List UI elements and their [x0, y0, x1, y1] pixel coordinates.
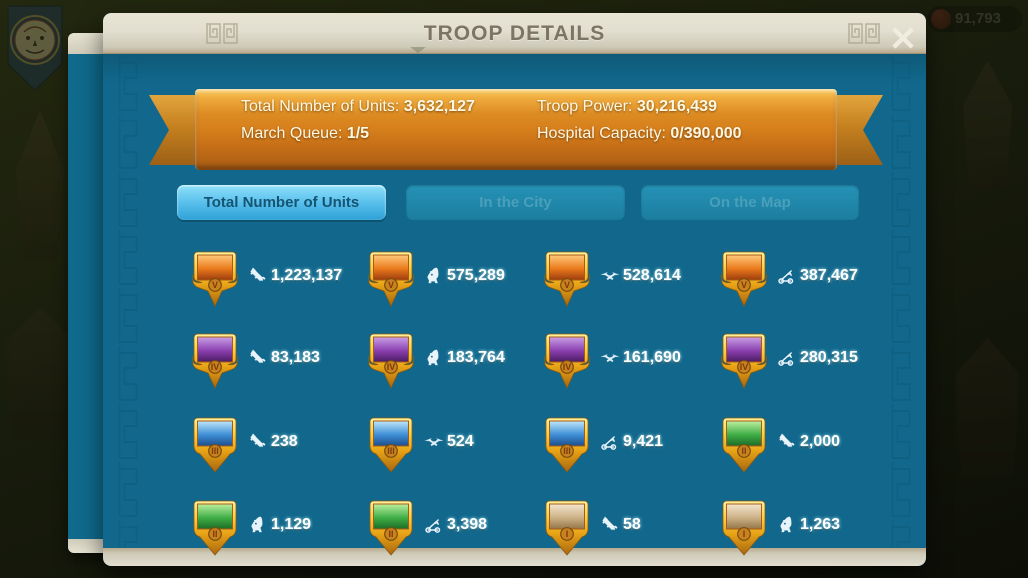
svg-text:III: III [563, 446, 571, 456]
svg-text:III: III [387, 446, 395, 456]
svg-text:II: II [388, 529, 393, 539]
svg-text:III: III [211, 446, 219, 456]
svg-text:IV: IV [563, 362, 572, 372]
svg-text:I: I [566, 529, 569, 539]
svg-text:IV: IV [740, 362, 749, 372]
svg-text:IV: IV [387, 362, 396, 372]
svg-text:V: V [741, 280, 747, 290]
svg-text:IV: IV [211, 362, 220, 372]
svg-text:II: II [741, 446, 746, 456]
svg-text:V: V [388, 280, 394, 290]
svg-text:V: V [564, 280, 570, 290]
svg-text:I: I [743, 529, 746, 539]
svg-text:II: II [212, 529, 217, 539]
svg-text:V: V [212, 280, 218, 290]
